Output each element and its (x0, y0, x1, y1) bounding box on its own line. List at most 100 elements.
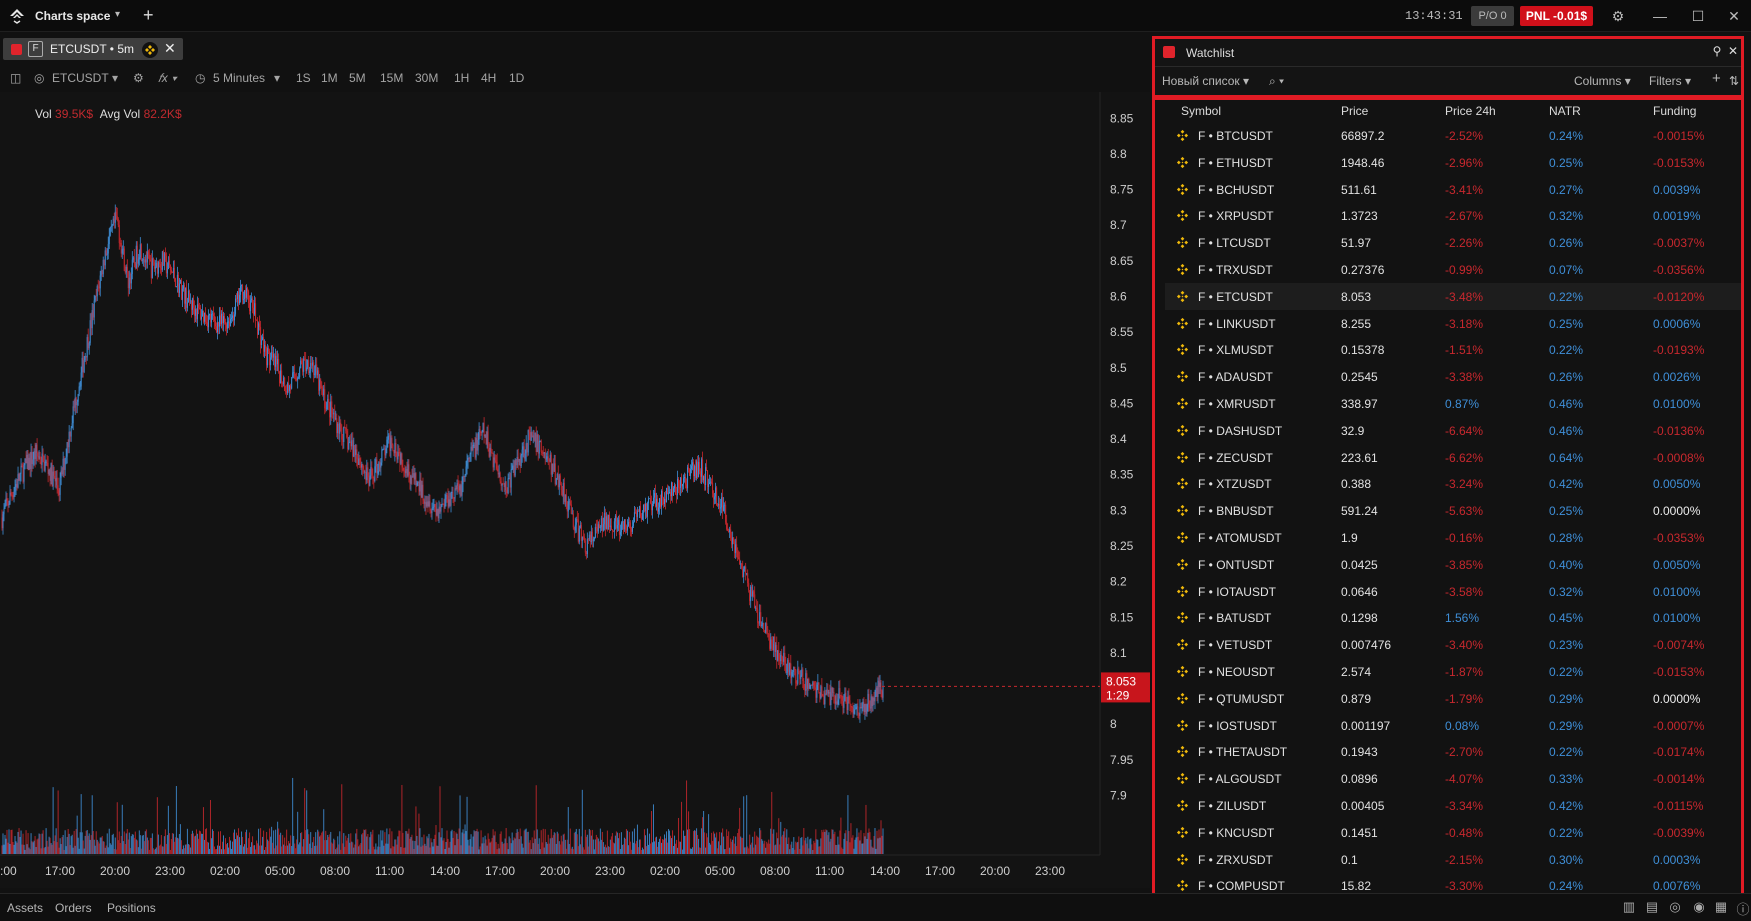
table-row[interactable]: F • VETUSDT 0.007476 -3.40% 0.23% -0.0074% (1165, 631, 1741, 658)
settings-gear-icon[interactable]: ⚙ (1611, 8, 1625, 24)
search-icon[interactable]: ⌕ ▾ (1269, 74, 1285, 88)
grid-icon[interactable]: ▦ (1714, 899, 1728, 914)
row-symbol[interactable]: F • BATUSDT (1198, 611, 1272, 626)
table-row[interactable]: F • TRXUSDT 0.27376 -0.99% 0.07% -0.0356% (1165, 256, 1741, 283)
list-selector[interactable]: Новый список ▾ (1162, 74, 1249, 88)
interval-selector[interactable]: 5 Minutes (213, 71, 266, 85)
timeframe-1m[interactable]: 1M (321, 71, 338, 85)
table-row[interactable]: F • BATUSDT 0.1298 1.56% 0.45% 0.0100% (1165, 604, 1741, 631)
row-symbol[interactable]: F • ATOMUSDT (1198, 531, 1282, 545)
table-row[interactable]: F • XTZUSDT 0.388 -3.24% 0.42% 0.0050% (1165, 470, 1741, 497)
table-row[interactable]: F • KNCUSDT 0.1451 -0.48% 0.22% -0.0039% (1165, 819, 1741, 846)
row-symbol[interactable]: F • XTZUSDT (1198, 477, 1272, 492)
table-row[interactable]: F • ALGOUSDT 0.0896 -4.07% 0.33% -0.0014% (1165, 765, 1741, 792)
row-symbol[interactable]: F • QTUMUSDT (1198, 691, 1285, 706)
row-symbol[interactable]: F • ETCUSDT (1198, 289, 1273, 304)
row-symbol[interactable]: F • XMRUSDT (1198, 397, 1276, 411)
row-symbol[interactable]: F • IOSTUSDT (1198, 718, 1277, 733)
eye-icon[interactable]: ◉ (1693, 899, 1705, 914)
table-row[interactable]: F • XMRUSDT 338.97 0.87% 0.46% 0.0100% (1165, 390, 1741, 417)
row-symbol[interactable]: F • XLMUSDT (1198, 343, 1274, 358)
list-name[interactable]: Новый список (1162, 74, 1240, 88)
chart-tab[interactable]: F ETCUSDT • 5m ✕ (3, 38, 183, 60)
row-symbol[interactable]: F • VETUSDT (1198, 638, 1273, 653)
interval-chevron-down-icon[interactable]: ▾ (274, 71, 281, 85)
row-symbol[interactable]: F • KNCUSDT (1198, 825, 1275, 840)
sidebar-toggle-icon[interactable]: ◫ (10, 71, 22, 85)
tab-assets[interactable]: Assets (7, 901, 44, 915)
filters-button[interactable]: Filters ▾ (1649, 74, 1692, 88)
sort-icon[interactable]: ⇅ (1729, 74, 1740, 88)
pnl-badge[interactable]: PNL -0.01$ (1520, 6, 1593, 26)
table-row[interactable]: F • THETAUSDT 0.1943 -2.70% 0.22% -0.0174% (1165, 738, 1741, 765)
table-row[interactable]: F • XRPUSDT 1.3723 -2.67% 0.32% 0.0019% (1165, 202, 1741, 229)
tab-positions[interactable]: Positions (107, 901, 156, 915)
row-symbol[interactable]: F • TRXUSDT (1198, 263, 1273, 277)
table-row[interactable]: F • ZECUSDT 223.61 -6.62% 0.64% -0.0008% (1165, 444, 1741, 471)
close-tab-icon[interactable]: ✕ (164, 40, 176, 56)
columns-label[interactable]: Columns (1574, 74, 1622, 88)
table-row[interactable]: F • NEOUSDT 2.574 -1.87% 0.22% -0.0153% (1165, 658, 1741, 685)
table-row[interactable]: F • ZILUSDT 0.00405 -3.34% 0.42% -0.0115% (1165, 792, 1741, 819)
row-symbol[interactable]: F • ALGOUSDT (1198, 772, 1282, 787)
chart-tab-title[interactable]: ETCUSDT • 5m (50, 42, 134, 56)
timeframe-4h[interactable]: 4H (481, 71, 497, 85)
column-header-price-24h[interactable]: Price 24h (1445, 104, 1496, 118)
pin-icon[interactable]: ⚲ (1712, 44, 1722, 58)
table-row[interactable]: F • DASHUSDT 32.9 -6.64% 0.46% -0.0136% (1165, 417, 1741, 444)
workspace-name[interactable]: Charts space (35, 9, 111, 23)
column-header-price[interactable]: Price (1341, 104, 1369, 118)
row-symbol[interactable]: F • BTCUSDT (1198, 129, 1273, 143)
timeframe-5m[interactable]: 5M (349, 71, 366, 85)
timeframe-1d[interactable]: 1D (509, 71, 525, 85)
chart-canvas[interactable]: 8.858.88.758.78.658.68.558.58.458.48.358… (0, 92, 1151, 888)
row-symbol[interactable]: F • ADAUSDT (1198, 370, 1273, 385)
table-row[interactable]: F • LTCUSDT 51.97 -2.26% 0.26% -0.0037% (1165, 229, 1741, 256)
table-row[interactable]: F • BCHUSDT 511.61 -3.41% 0.27% 0.0039% (1165, 176, 1741, 203)
timeframe-1h[interactable]: 1H (454, 71, 470, 85)
price-chart[interactable]: 8.85 8.8 8.75 8.7 8.65 8.6 8.55 8.5 8.45 8.4 8.35 8… (0, 92, 1151, 888)
row-symbol[interactable]: F • ZRXUSDT (1198, 852, 1273, 867)
table-row[interactable]: F • COMPUSDT 15.82 -3.30% 0.24% 0.0076% (1165, 872, 1741, 894)
table-row[interactable]: F • ETCUSDT 8.053 -3.48% 0.22% -0.0120% (1165, 282, 1741, 310)
timeframe-15m[interactable]: 15M (380, 71, 404, 85)
row-symbol[interactable]: F • LTCUSDT (1198, 236, 1271, 251)
table-row[interactable]: F • ETHUSDT 1948.46 -2.96% 0.25% -0.0153% (1165, 149, 1741, 176)
chart-settings-gear-icon[interactable]: ⚙ (133, 71, 144, 85)
workspace-chevron-down-icon[interactable]: ▾ (115, 9, 121, 20)
row-symbol[interactable]: F • ZECUSDT (1198, 450, 1273, 465)
watchlist-close-icon[interactable]: ✕ (1727, 44, 1739, 58)
add-tab-icon[interactable]: + (143, 5, 154, 25)
indicators-fx-icon[interactable]: 𝑓x ▾ (158, 71, 177, 85)
row-symbol[interactable]: F • IOTAUSDT (1198, 584, 1276, 599)
maximize-icon[interactable]: ☐ (1691, 8, 1705, 24)
bar-chart-icon[interactable]: ▥ (1622, 899, 1636, 914)
table-row[interactable]: F • LINKUSDT 8.255 -3.18% 0.25% 0.0006% (1165, 310, 1741, 337)
tab-orders[interactable]: Orders (55, 901, 92, 915)
table-row[interactable]: F • BNBUSDT 591.24 -5.63% 0.25% 0.0000% (1165, 497, 1741, 524)
row-symbol[interactable]: F • LINKUSDT (1198, 316, 1276, 331)
list-chevron-down-icon[interactable]: ▾ (1242, 74, 1250, 88)
columns-button[interactable]: Columns ▾ (1574, 74, 1631, 88)
column-header-funding[interactable]: Funding (1653, 104, 1697, 118)
close-icon[interactable]: ✕ (1728, 8, 1740, 24)
timeframe-1s[interactable]: 1S (296, 71, 311, 85)
table-row[interactable]: F • BTCUSDT 66897.2 -2.52% 0.24% -0.0015% (1165, 122, 1741, 149)
layout-icon[interactable]: ▤ (1645, 899, 1659, 914)
table-row[interactable]: F • QTUMUSDT 0.879 -1.79% 0.29% 0.0000% (1165, 685, 1741, 712)
row-symbol[interactable]: F • COMPUSDT (1198, 879, 1285, 894)
row-symbol[interactable]: F • BCHUSDT (1198, 182, 1275, 197)
table-row[interactable]: F • IOSTUSDT 0.001197 0.08% 0.29% -0.0007% (1165, 712, 1741, 739)
row-symbol[interactable]: F • THETAUSDT (1198, 745, 1288, 760)
row-symbol[interactable]: F • ONTUSDT (1198, 557, 1275, 572)
filters-label[interactable]: Filters (1649, 74, 1682, 88)
row-symbol[interactable]: F • NEOUSDT (1198, 665, 1275, 679)
symbol-chevron-down-icon[interactable]: ▾ (112, 71, 119, 85)
minimize-icon[interactable]: — (1653, 8, 1667, 24)
row-symbol[interactable]: F • ETHUSDT (1198, 155, 1273, 170)
row-symbol[interactable]: F • BNBUSDT (1198, 504, 1274, 519)
table-row[interactable]: F • IOTAUSDT 0.0646 -3.58% 0.32% 0.0100% (1165, 578, 1741, 605)
table-row[interactable]: F • ZRXUSDT 0.1 -2.15% 0.30% 0.0003% (1165, 846, 1741, 873)
add-symbol-icon[interactable]: + (1712, 70, 1721, 87)
row-symbol[interactable]: F • ZILUSDT (1198, 799, 1267, 813)
